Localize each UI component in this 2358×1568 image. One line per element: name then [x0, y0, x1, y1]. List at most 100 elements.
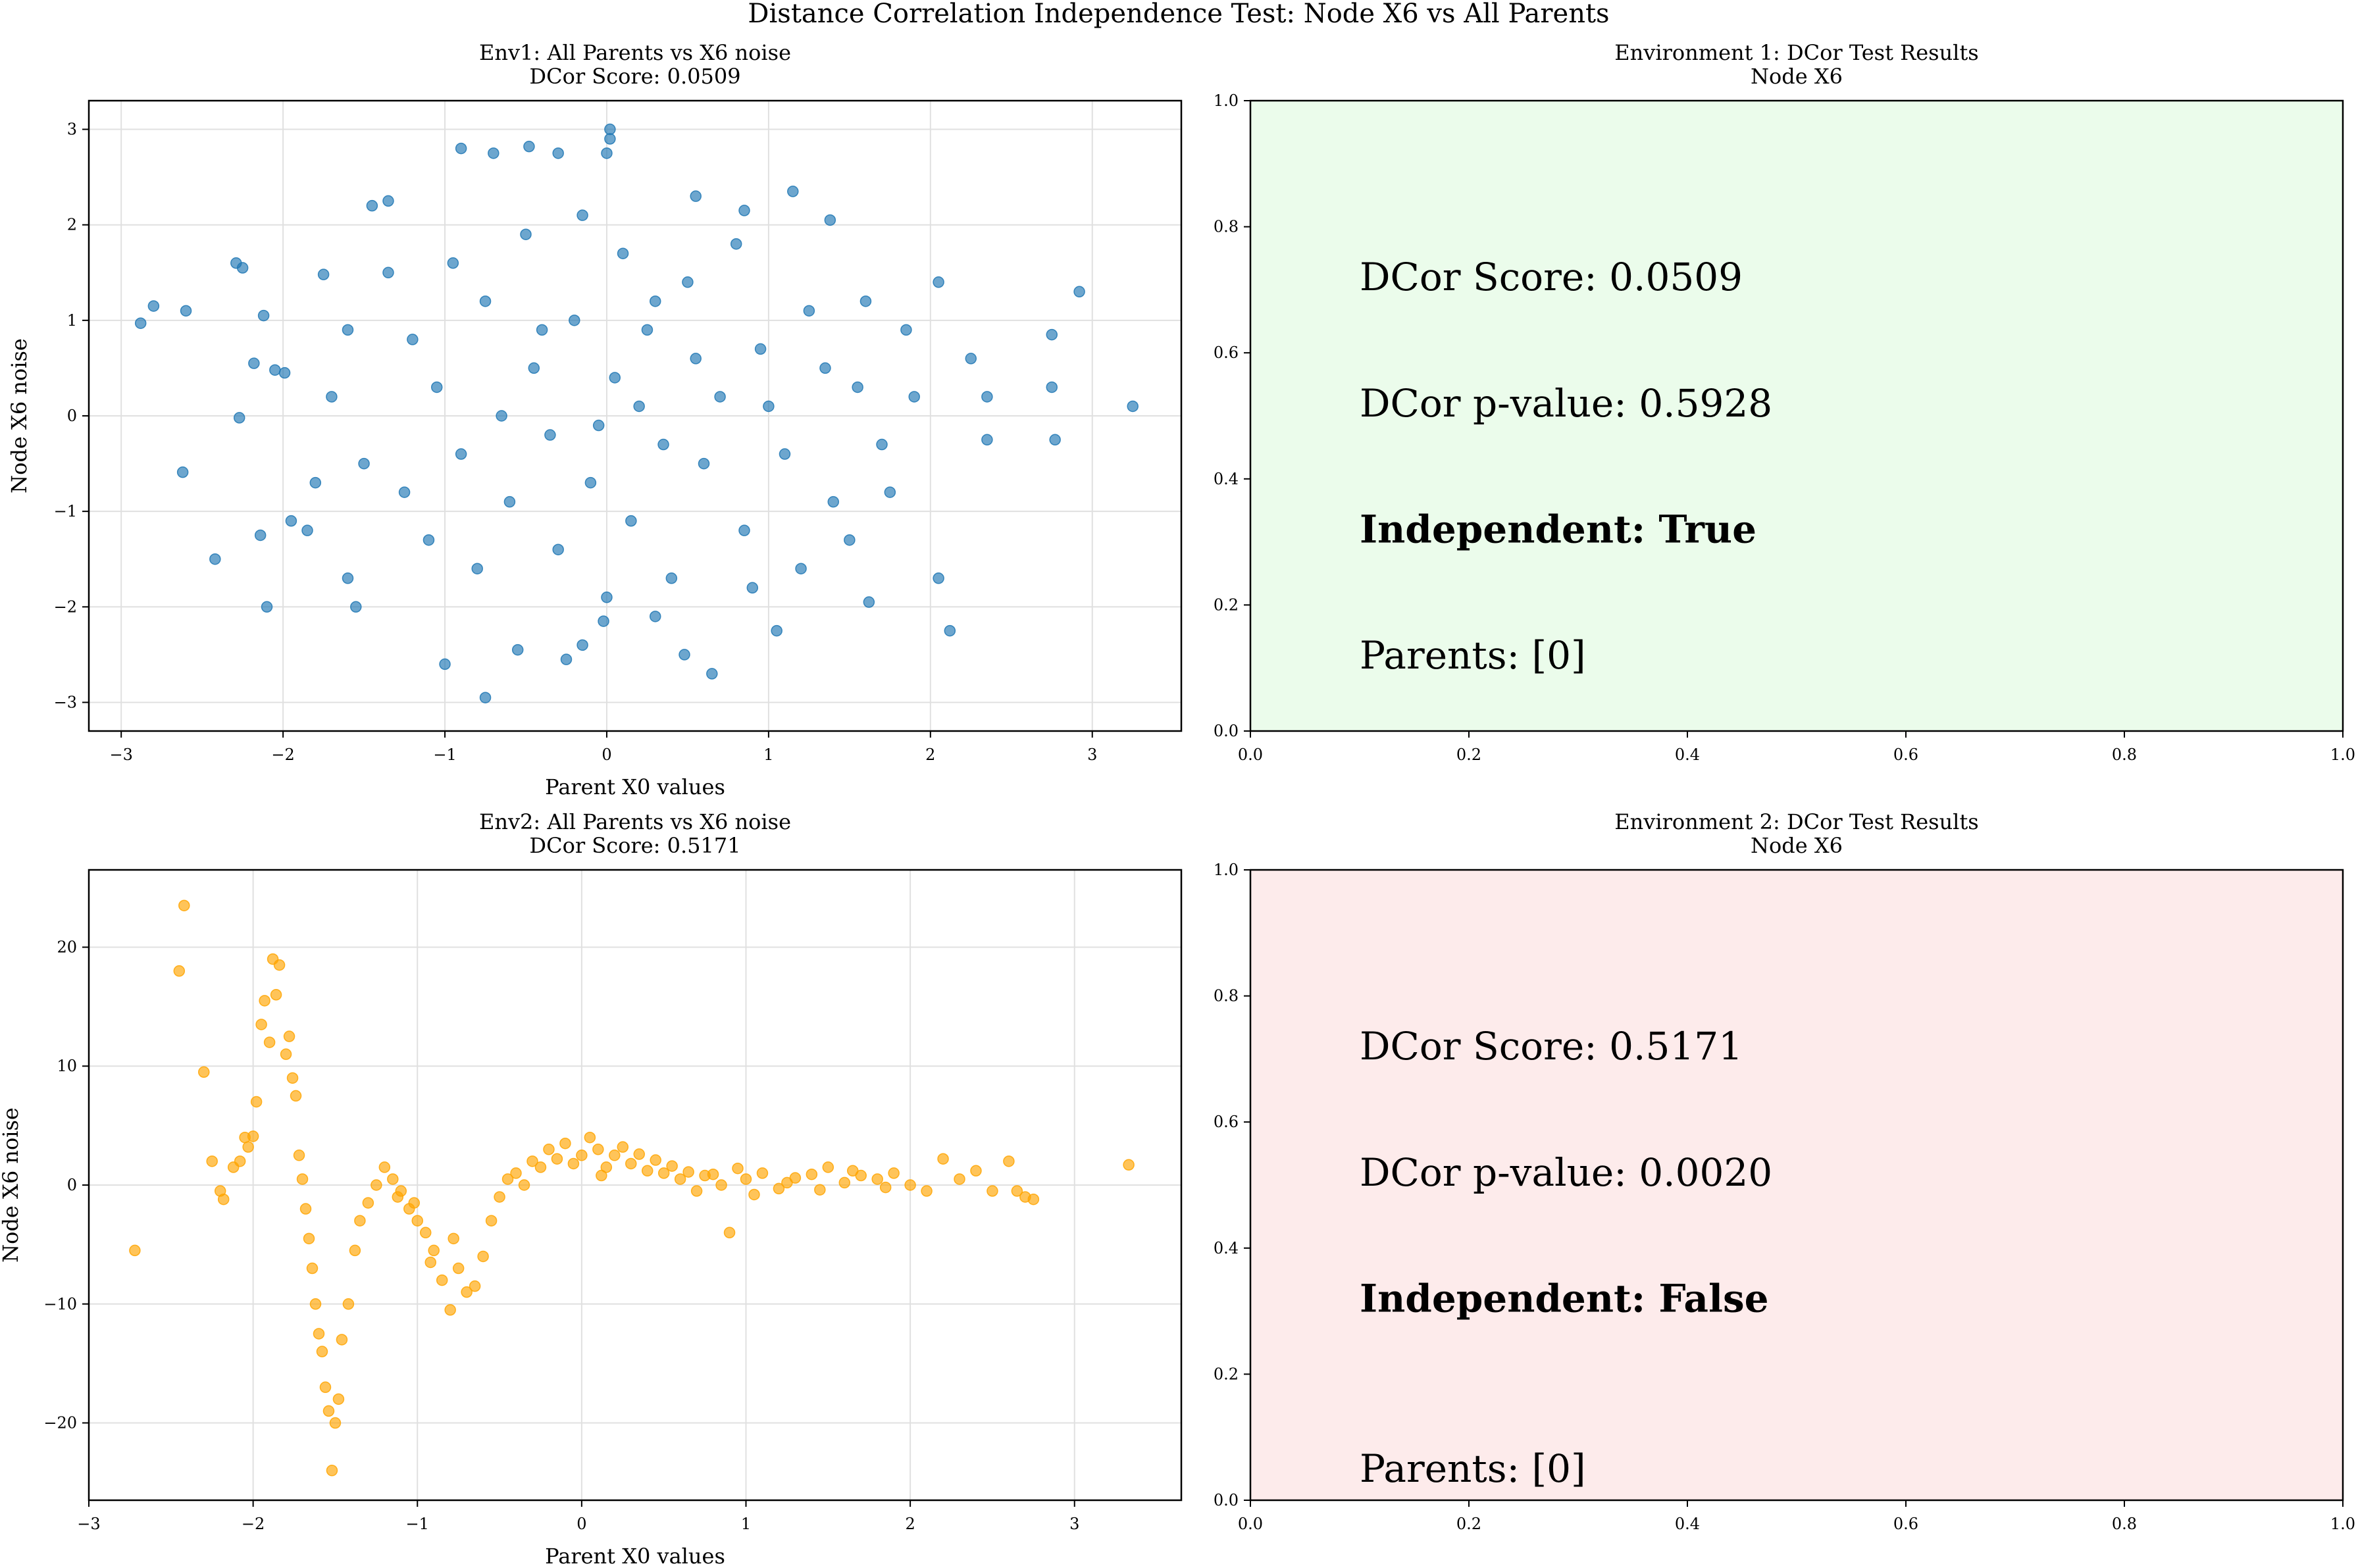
data-point [921, 1185, 933, 1197]
data-point [824, 214, 836, 226]
data-point [944, 624, 956, 637]
y-tick-label: 0.0 [1214, 1491, 1239, 1509]
data-point [584, 476, 597, 489]
data-point [447, 257, 459, 269]
data-point [319, 1381, 332, 1394]
data-point [592, 1144, 604, 1155]
data-point [876, 438, 888, 451]
data-point [679, 649, 690, 661]
data-point [970, 1165, 982, 1177]
data-point [299, 1203, 312, 1215]
data-point [730, 238, 742, 250]
data-point [954, 1173, 965, 1185]
data-point [806, 1168, 818, 1180]
data-point [534, 1161, 547, 1173]
data-point [408, 1197, 421, 1209]
data-point [732, 1162, 744, 1175]
data-point [382, 266, 394, 279]
data-point [455, 142, 467, 155]
data-point [511, 644, 524, 656]
data-point [1046, 381, 1058, 393]
x-tick-label: 0.6 [1893, 746, 1918, 764]
data-point [233, 412, 245, 424]
data-point [494, 1191, 505, 1203]
data-point [803, 305, 815, 317]
data-point [278, 367, 291, 379]
data-point [690, 353, 702, 365]
data-point [430, 381, 443, 393]
y-tick-label: 0.6 [1214, 343, 1239, 362]
y-tick-label: 10 [57, 1057, 77, 1075]
data-point [543, 1144, 555, 1155]
x-tick-label: 0.4 [1675, 1515, 1700, 1533]
data-point [461, 1286, 473, 1298]
data-point [822, 1161, 834, 1173]
y-tick-label: 0.8 [1214, 987, 1239, 1005]
x-tick-label: 3 [1087, 746, 1097, 764]
data-point [180, 305, 192, 317]
data-point [1027, 1193, 1040, 1205]
panel-subtitle: DCor Score: 0.5171 [529, 833, 740, 858]
data-point [838, 1176, 851, 1189]
y-tick-label: 3 [67, 120, 77, 139]
data-point [316, 1346, 328, 1357]
independence-result: Independent: False [1360, 1276, 1769, 1321]
axes-frame [88, 99, 1183, 732]
y-tick-label: 0.8 [1214, 218, 1239, 236]
data-point [625, 1157, 637, 1170]
panel-title: Environment 1: DCor Test Results [1614, 40, 1978, 65]
data-point [879, 1181, 892, 1194]
y-tick-label: 1.0 [1214, 91, 1239, 110]
axes-frame [1249, 99, 2344, 732]
panel-title: Env2: All Parents vs X6 noise [479, 809, 791, 834]
x-tick-label: −2 [242, 1515, 265, 1533]
y-tick-label: 0 [67, 1176, 77, 1194]
x-tick-label: 0.0 [1238, 746, 1263, 764]
data-point [707, 1168, 719, 1180]
data-point [1127, 400, 1139, 413]
data-point [197, 1066, 210, 1078]
data-point [342, 324, 354, 336]
data-point [552, 147, 564, 159]
data-point [904, 1179, 916, 1191]
data-point [577, 639, 588, 651]
data-point [552, 544, 564, 555]
data-point [496, 410, 507, 422]
data-point [1049, 434, 1061, 446]
panel-subtitle: DCor Score: 0.0509 [529, 64, 740, 89]
data-point [342, 572, 354, 584]
data-point [773, 1182, 785, 1195]
data-point [884, 486, 896, 498]
x-tick-label: −1 [406, 1515, 429, 1533]
data-point [738, 524, 750, 536]
y-tick-label: −10 [43, 1295, 77, 1313]
data-point [559, 1137, 571, 1150]
data-point [469, 1280, 481, 1292]
y-axis-label: Node X6 noise [7, 338, 32, 493]
result-text: Parents: [0] [1360, 1446, 1586, 1491]
x-axis-label: Parent X0 values [545, 774, 725, 799]
data-point [436, 1274, 448, 1286]
data-point [257, 309, 270, 322]
data-point [698, 457, 710, 470]
data-point [756, 1167, 769, 1179]
data-point [273, 959, 286, 971]
data-point [528, 362, 540, 374]
data-point [428, 1244, 440, 1257]
data-point [746, 582, 759, 594]
data-point [560, 653, 573, 665]
data-point [847, 1165, 859, 1177]
x-axis-label: Parent X0 values [545, 1544, 725, 1568]
y-tick-label: −3 [54, 693, 77, 711]
data-point [209, 553, 221, 565]
data-point [234, 1155, 246, 1167]
data-point [771, 624, 782, 637]
independence-result: Independent: True [1360, 507, 1756, 551]
data-point [787, 186, 799, 197]
data-point [657, 438, 669, 451]
data-point [1011, 1185, 1023, 1197]
data-point [1046, 328, 1058, 341]
